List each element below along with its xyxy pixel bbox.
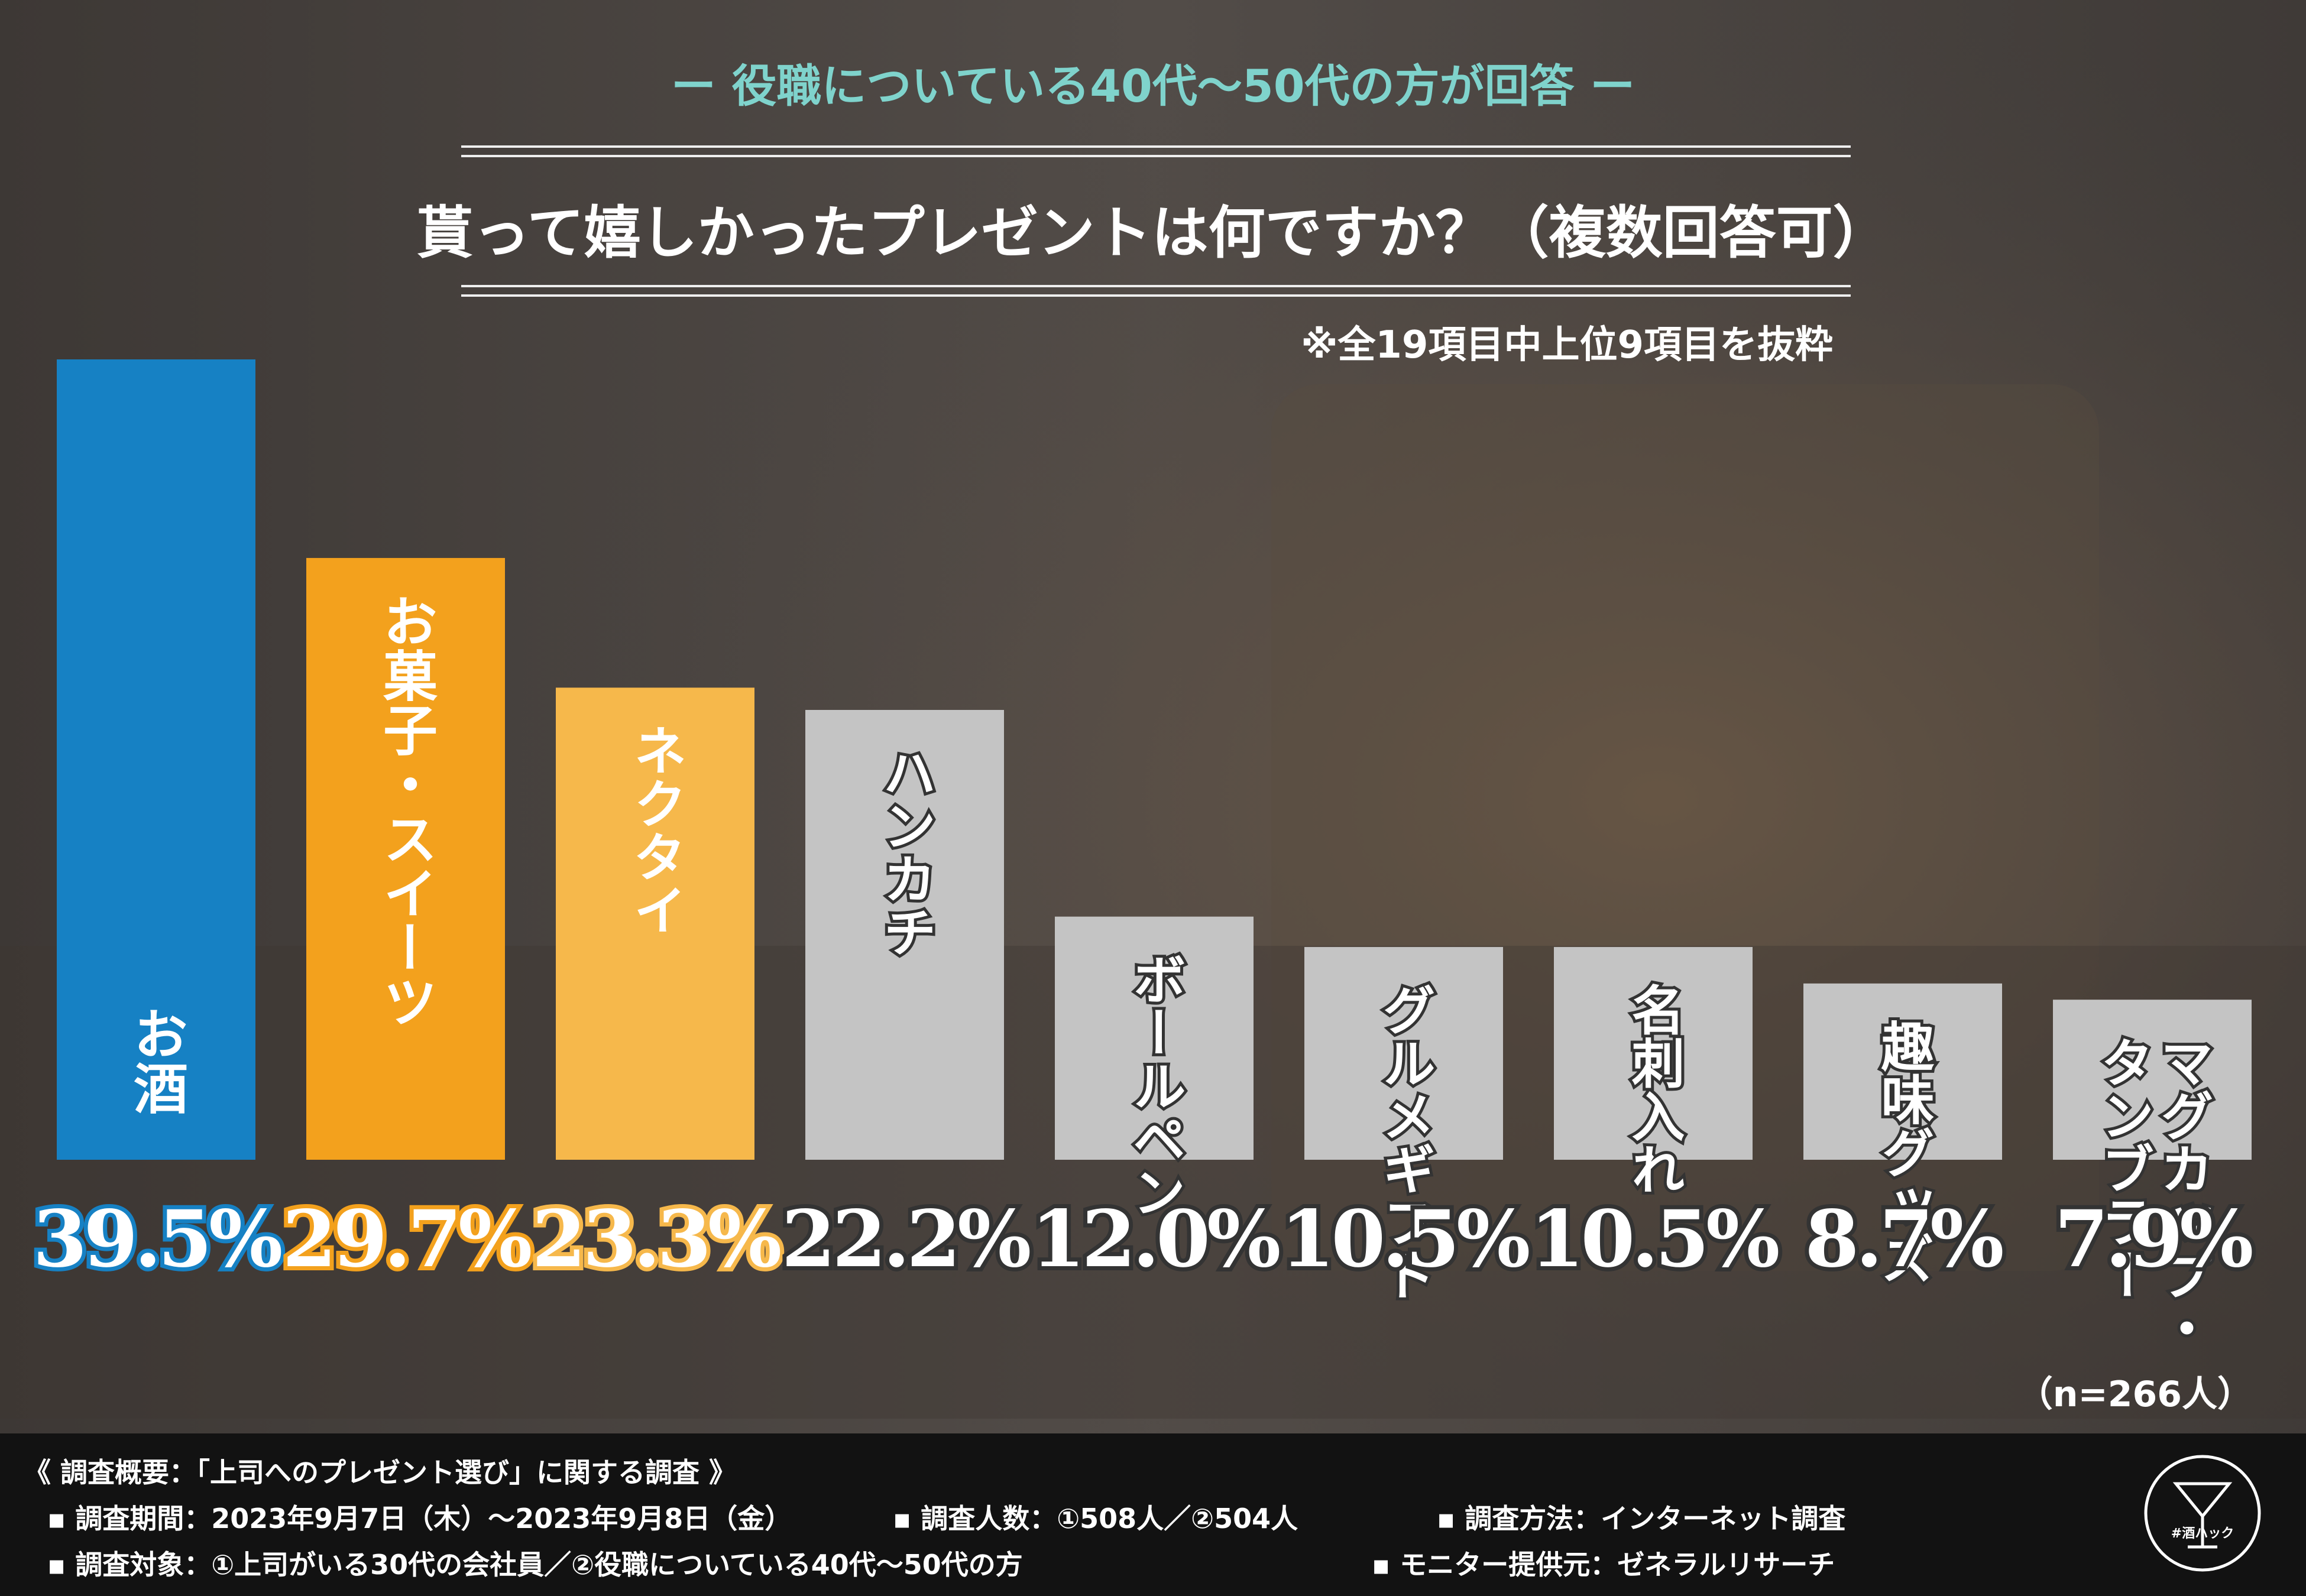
footer-count: ▪ 調査人数：①508人／②504人 bbox=[893, 1503, 1298, 1535]
footer-provider: ▪ モニター提供元：ゼネラルリサーチ bbox=[1372, 1549, 1835, 1581]
svg-text:ネクタイ: ネクタイ bbox=[624, 723, 686, 936]
svg-text:グルメギフト: グルメギフト bbox=[1373, 982, 1435, 1302]
svg-text:趣味グッズ: 趣味グッズ bbox=[1872, 1019, 1935, 1285]
footer-method: ▪ 調査方法：インターネット調査 bbox=[1437, 1503, 1846, 1535]
category-label-4: ハンカチ bbox=[871, 742, 939, 961]
svg-text:マグカップ・: マグカップ・ bbox=[2151, 1035, 2213, 1354]
svg-text:お酒: お酒 bbox=[125, 1006, 188, 1115]
title-rule-bottom-1 bbox=[461, 285, 1851, 287]
value-label-4: 22.2% bbox=[782, 1193, 1030, 1285]
bar-4 bbox=[805, 710, 1004, 1160]
category-label-6: グルメギフト bbox=[1370, 979, 1438, 1305]
value-label-2: 29.7% bbox=[283, 1193, 531, 1285]
value-label-6: 10.5% bbox=[1281, 1193, 1529, 1285]
svg-text:ボールペン: ボールペン bbox=[1123, 952, 1186, 1218]
logo-text: #酒ハック bbox=[2171, 1526, 2234, 1541]
value-label-9: 7.9% bbox=[2054, 1193, 2252, 1285]
category-label-3: ネクタイ bbox=[621, 720, 689, 939]
category-label-8: 趣味グッズ bbox=[1869, 1016, 1938, 1288]
bar-8 bbox=[1803, 983, 2002, 1160]
footer-heading: 《 調査概要：「上司へのプレゼント選び」に関する調査 》 bbox=[24, 1456, 737, 1488]
value-label-5: 12.0% bbox=[1031, 1193, 1280, 1285]
bar-3 bbox=[556, 687, 754, 1160]
value-label-3: 23.3% bbox=[532, 1193, 780, 1285]
value-label-1: 39.5% bbox=[33, 1193, 281, 1285]
sample-size-label: （n=266人） bbox=[2017, 1374, 2253, 1415]
title-rule-top-1 bbox=[461, 145, 1851, 148]
value-label-7: 10.5% bbox=[1530, 1193, 1779, 1285]
title-rule-top-2 bbox=[461, 155, 1851, 157]
bar-2 bbox=[306, 557, 505, 1160]
bar-7 bbox=[1554, 947, 1753, 1160]
svg-text:名刺入れ: 名刺入れ bbox=[1622, 982, 1685, 1195]
svg-text:タンブラー: タンブラー bbox=[2092, 1035, 2154, 1301]
category-label-1: お酒 bbox=[122, 1003, 191, 1118]
bar-6 bbox=[1304, 947, 1503, 1160]
sake-hack-logo: #酒ハック bbox=[2144, 1455, 2261, 1572]
bar-9 bbox=[2053, 1000, 2252, 1160]
bar-5 bbox=[1055, 916, 1254, 1160]
chart-subtitle: ー 役職についている40代〜50代の方が回答 ー bbox=[671, 60, 1635, 112]
chart-title: 貰って嬉しかったプレゼントは何ですか？（複数回答可） bbox=[416, 199, 1890, 266]
svg-text:ハンカチ: ハンカチ bbox=[874, 745, 936, 958]
footer-target: ▪ 調査対象：①上司がいる30代の会社員／②役職についている40代〜50代の方 bbox=[47, 1549, 1023, 1581]
title-rule-bottom-2 bbox=[461, 294, 1851, 297]
category-label-7: 名刺入れ bbox=[1620, 979, 1688, 1198]
category-label-2: お菓子・スイーツ bbox=[371, 591, 441, 1031]
svg-text:お菓子・スイーツ: お菓子・スイーツ bbox=[374, 593, 438, 1029]
chart-note: ※全19項目中上位9項目を抜粋 bbox=[1301, 323, 1833, 367]
category-label-5: ボールペン bbox=[1120, 949, 1188, 1221]
category-label-9: マグカップ・タンブラー bbox=[2089, 1032, 2216, 1357]
bar-1 bbox=[57, 359, 255, 1160]
value-label-8: 8.7% bbox=[1805, 1193, 2003, 1285]
footer-period: ▪ 調査期間：2023年9月7日（木）〜2023年9月8日（金） bbox=[47, 1503, 792, 1535]
survey-footer: 《 調査概要：「上司へのプレゼント選び」に関する調査 》 ▪ 調査期間：2023… bbox=[0, 1433, 2306, 1596]
